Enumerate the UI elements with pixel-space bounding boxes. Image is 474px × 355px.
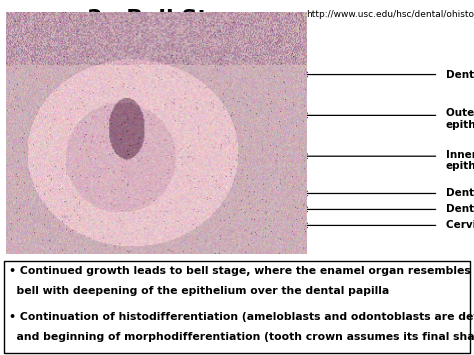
Text: http://www.usc.edu/hsc/dental/ohisto/: http://www.usc.edu/hsc/dental/ohisto/ [306, 10, 474, 19]
Text: and beginning of morphodifferentiation (tooth crown assumes its final shape): and beginning of morphodifferentiation (… [9, 332, 474, 342]
Text: 3.  Bell Stage: 3. Bell Stage [87, 9, 254, 29]
Text: • Continuation of histodifferentiation (ameloblasts and odontoblasts are defined: • Continuation of histodifferentiation (… [9, 312, 474, 322]
Text: Dental lamina: Dental lamina [446, 70, 474, 80]
Text: Outer dental
epithelium: Outer dental epithelium [446, 108, 474, 130]
Text: Inner dental
epithelium: Inner dental epithelium [446, 150, 474, 171]
Text: • Continued growth leads to bell stage, where the enamel organ resembles a: • Continued growth leads to bell stage, … [9, 266, 474, 275]
Bar [4, 261, 470, 353]
Text: Dental papilla: Dental papilla [446, 189, 474, 198]
Text: bell with deepening of the epithelium over the dental papilla: bell with deepening of the epithelium ov… [9, 286, 389, 296]
Text: Dental follicle: Dental follicle [446, 204, 474, 214]
Text: Cervical loop: Cervical loop [446, 220, 474, 230]
